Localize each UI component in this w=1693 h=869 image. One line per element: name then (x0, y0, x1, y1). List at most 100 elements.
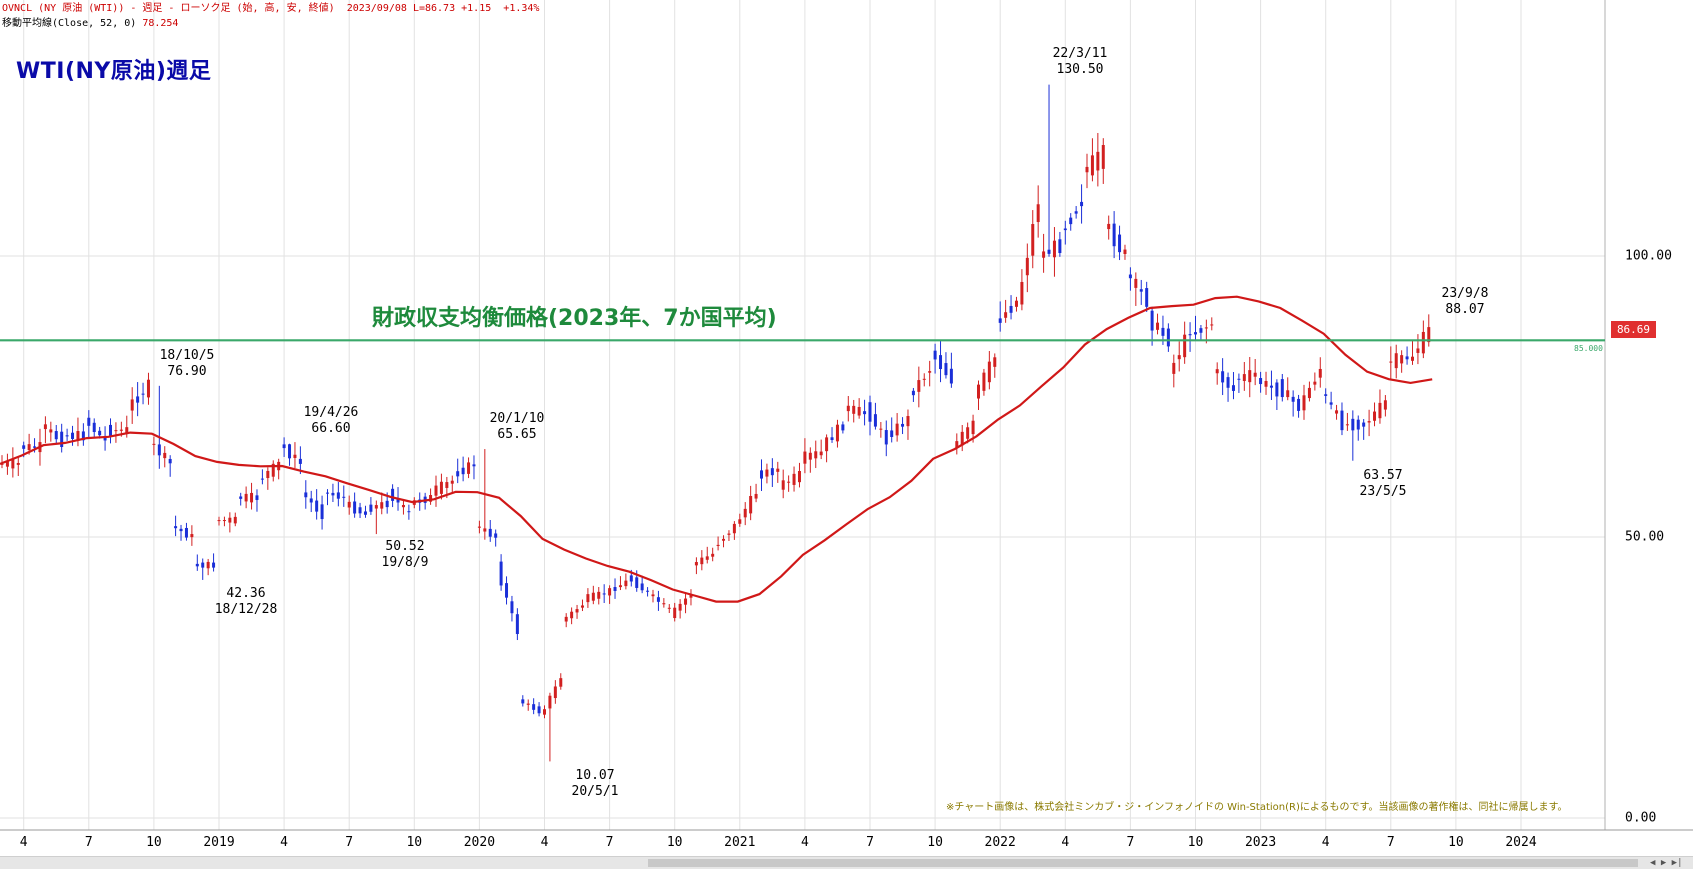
candle-body (613, 587, 617, 591)
x-tick-label: 10 (927, 835, 943, 850)
candle-body (884, 430, 888, 445)
candle-body (65, 435, 69, 437)
candle-body (385, 500, 389, 508)
candle-body (987, 361, 991, 383)
candle-body (1286, 390, 1290, 398)
candle-body (1096, 151, 1100, 171)
candle-body (667, 607, 671, 609)
candle-body (678, 603, 682, 611)
candle-body (358, 507, 362, 514)
candle-body (483, 528, 487, 532)
candle-body (1324, 394, 1328, 396)
x-tick-label: 4 (1321, 835, 1330, 850)
y-tick-100: 100.00 (1625, 248, 1672, 264)
candle-body (640, 583, 644, 591)
candle-body (651, 594, 655, 597)
annotation-20-5-1: 10.07 20/5/1 (571, 768, 619, 799)
candle-body (1101, 145, 1105, 169)
candle-body (477, 526, 481, 528)
candle-body (0, 463, 4, 465)
candle-body (1118, 234, 1122, 253)
candle-body (819, 451, 823, 456)
candle-body (966, 427, 970, 439)
candle-body (212, 562, 216, 568)
candle-body (5, 461, 9, 467)
candle-body (488, 528, 492, 537)
candle-body (174, 526, 178, 529)
candle-body (949, 368, 953, 384)
candle-body (1172, 362, 1176, 374)
candle-body (1297, 398, 1301, 411)
candle-body (564, 616, 568, 622)
candle-body (374, 505, 378, 509)
candle-body (54, 431, 58, 440)
candle-body (461, 467, 465, 475)
candle-body (260, 478, 264, 480)
candle-body (743, 508, 747, 518)
candle-body (1123, 249, 1127, 255)
candle-body (971, 420, 975, 435)
candle-body (22, 445, 26, 449)
x-tick-label: 7 (345, 835, 354, 850)
scroll-arrows[interactable]: ◀ ▶ ▶| (1650, 858, 1683, 868)
candle-body (168, 458, 172, 464)
candle-body (1416, 348, 1420, 353)
candle-body (1313, 381, 1317, 385)
candle-body (1248, 370, 1252, 383)
candle-body (369, 504, 373, 512)
candle-body (363, 511, 367, 515)
candle-body (1031, 224, 1035, 256)
candle-body (591, 592, 595, 601)
candle-body (1047, 249, 1051, 254)
candle-body (309, 498, 313, 503)
candle-body (239, 496, 243, 499)
candle-body (868, 402, 872, 422)
annotation-18-10-5: 18/10/5 76.90 (159, 348, 215, 379)
horizontal-scrollbar[interactable]: ◀ ▶ ▶| (0, 856, 1693, 869)
candle-body (60, 431, 64, 448)
y-tick-0: 0.00 (1625, 810, 1657, 826)
scrollbar-thumb[interactable] (648, 859, 1638, 867)
candle-body (163, 452, 167, 459)
candle-body (450, 480, 454, 484)
candle-body (353, 501, 357, 514)
candle-body (597, 591, 601, 599)
candle-body (347, 501, 351, 508)
candle-body (532, 704, 536, 710)
candle-body (43, 424, 47, 430)
annotation-23-5-5: 63.57 23/5/5 (1359, 468, 1407, 499)
last-price-tag: 86.69 (1611, 321, 1656, 338)
candle-body (1139, 289, 1143, 292)
candle-body (201, 562, 205, 568)
candle-body (217, 520, 221, 522)
candle-body (1242, 374, 1246, 381)
candle-body (1259, 378, 1263, 385)
candle-body (749, 495, 753, 514)
candle-body (1004, 312, 1008, 318)
candle-body (315, 500, 319, 512)
candle-body (977, 384, 980, 399)
candle-body (629, 575, 633, 582)
candle-body (1231, 385, 1235, 391)
candle-body (391, 488, 395, 501)
candle-body (553, 686, 557, 699)
candle-body (396, 498, 400, 503)
x-tick-label: 10 (1448, 835, 1464, 850)
candle-body (602, 593, 606, 595)
candle-body (401, 504, 405, 508)
candle-body (586, 594, 590, 603)
candle-body (1052, 240, 1056, 258)
candle-body (494, 533, 498, 538)
candle-body (1389, 361, 1393, 363)
candle-body (1351, 418, 1355, 431)
candle-body (781, 480, 785, 490)
candle-body (760, 470, 763, 479)
candle-body (439, 481, 443, 494)
candle-body (27, 444, 31, 451)
candle-body (911, 390, 915, 396)
candle-body (917, 380, 921, 392)
candle-body (646, 590, 650, 592)
candle-body (689, 594, 693, 598)
candle-body (1307, 387, 1311, 399)
chart-grid (0, 0, 1605, 830)
